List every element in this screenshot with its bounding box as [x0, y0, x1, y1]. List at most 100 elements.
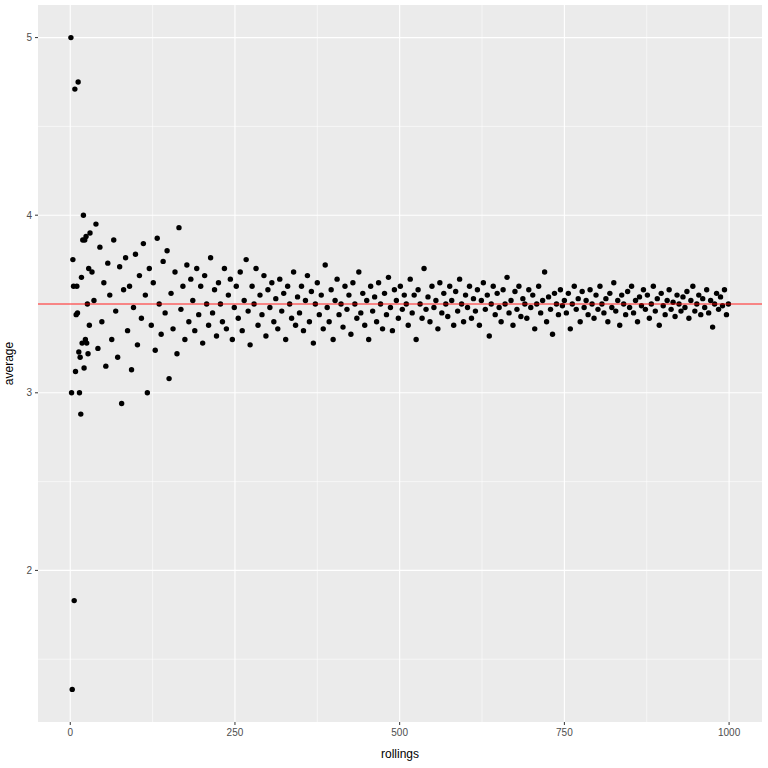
point	[273, 296, 278, 301]
point	[70, 687, 75, 692]
point	[362, 323, 367, 328]
point	[619, 292, 624, 297]
point	[437, 280, 442, 285]
point	[135, 342, 140, 347]
point	[532, 326, 537, 331]
point	[149, 323, 154, 328]
point	[72, 86, 77, 91]
point	[520, 296, 525, 301]
point	[572, 284, 577, 289]
point	[625, 289, 630, 294]
point	[645, 292, 650, 297]
point	[552, 291, 557, 296]
point	[73, 369, 78, 374]
point	[315, 280, 320, 285]
point	[103, 363, 108, 368]
point	[334, 276, 339, 281]
point	[261, 273, 266, 278]
point	[354, 316, 359, 321]
point	[255, 323, 260, 328]
data-layer	[38, 35, 762, 692]
point	[494, 291, 499, 296]
point	[421, 266, 426, 271]
point	[111, 237, 116, 242]
y-axis-title: average	[2, 341, 16, 385]
point	[390, 328, 395, 333]
point	[483, 307, 488, 312]
point	[87, 230, 92, 235]
point	[455, 308, 460, 313]
point	[672, 314, 677, 319]
point	[137, 273, 142, 278]
point	[285, 284, 290, 289]
point	[542, 269, 547, 274]
tick-mark	[35, 215, 38, 216]
point	[419, 316, 424, 321]
point	[374, 319, 379, 324]
point	[188, 276, 193, 281]
point	[536, 284, 541, 289]
point	[500, 287, 505, 292]
point	[340, 324, 345, 329]
point	[77, 390, 82, 395]
tick-mark	[729, 722, 730, 725]
point	[698, 312, 703, 317]
point	[655, 296, 660, 301]
tick-label: 750	[556, 727, 573, 738]
point	[151, 280, 156, 285]
point	[85, 351, 90, 356]
point	[121, 287, 126, 292]
point	[293, 323, 298, 328]
point	[180, 284, 185, 289]
point	[77, 355, 82, 360]
point	[194, 266, 199, 271]
point	[718, 294, 723, 299]
point	[160, 259, 165, 264]
point	[411, 292, 416, 297]
point	[668, 307, 673, 312]
point	[170, 326, 175, 331]
point	[647, 316, 652, 321]
point	[336, 312, 341, 317]
point	[607, 291, 612, 296]
point	[674, 292, 679, 297]
point	[653, 308, 658, 313]
point	[380, 326, 385, 331]
point	[427, 319, 432, 324]
point	[360, 291, 365, 296]
point	[392, 287, 397, 292]
point	[441, 291, 446, 296]
point	[439, 310, 444, 315]
point	[196, 312, 201, 317]
point	[409, 310, 414, 315]
point	[305, 273, 310, 278]
point	[214, 333, 219, 338]
point	[585, 312, 590, 317]
point	[615, 298, 620, 303]
tick-mark	[35, 570, 38, 571]
point	[662, 312, 667, 317]
point	[245, 308, 250, 313]
point	[95, 346, 100, 351]
point	[651, 284, 656, 289]
point	[328, 287, 333, 292]
tick-label: 5	[26, 32, 32, 43]
point	[74, 284, 79, 289]
point	[425, 294, 430, 299]
tick-label: 2	[26, 565, 32, 576]
point	[593, 292, 598, 297]
point	[202, 273, 207, 278]
point	[123, 255, 128, 260]
tick-label: 1000	[718, 727, 741, 738]
point	[346, 292, 351, 297]
point	[498, 319, 503, 324]
point	[269, 280, 274, 285]
point	[601, 310, 606, 315]
point	[473, 308, 478, 313]
point	[212, 287, 217, 292]
point	[117, 264, 122, 269]
point	[78, 411, 83, 416]
point	[686, 316, 691, 321]
point	[295, 294, 300, 299]
point	[75, 310, 80, 315]
